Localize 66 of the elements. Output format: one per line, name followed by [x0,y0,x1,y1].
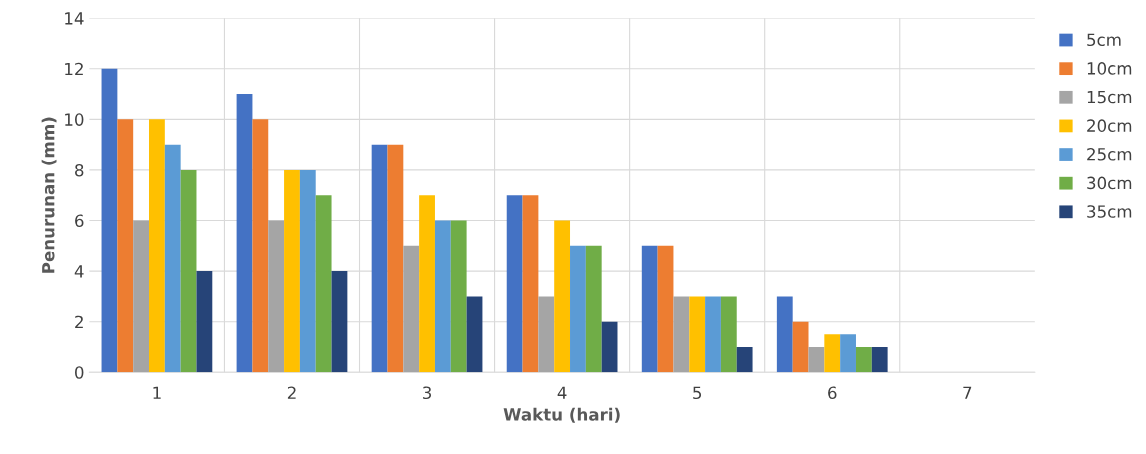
bar [855,346,872,373]
legend-label: 35cm [1087,205,1132,218]
bar [641,245,658,373]
bar [434,220,451,373]
x-axis-title: Waktu (hari) [503,407,620,423]
bar [180,169,197,373]
bar [149,119,165,373]
bar [268,220,285,373]
bar [164,144,181,373]
legend-label: 30cm [1087,176,1132,190]
y-tick-label: 0 [75,366,84,379]
x-tick-label: 4 [557,386,567,399]
bar [736,346,753,373]
x-tick-label: 7 [963,386,972,399]
bar [419,195,435,373]
legend-label: 25cm [1087,147,1132,161]
bar [466,296,483,373]
bar [133,220,150,373]
bar [720,296,737,373]
y-tick-label: 4 [74,265,84,278]
bar [705,296,721,373]
bar [689,296,706,373]
y-tick-label: 10 [65,113,84,126]
y-tick-label: 12 [65,62,83,76]
bar [331,271,348,373]
bar [554,220,571,373]
bar [840,334,856,373]
y-tick-label: 14 [65,12,84,25]
bar [673,296,690,373]
bar [808,346,825,373]
y-tick-label: 6 [75,214,84,228]
x-tick-label: 1 [153,386,161,399]
y-axis-title: Penurunan (mm) [41,117,57,273]
bar [117,119,134,373]
bar [315,195,332,373]
legend-label: 20cm [1087,119,1132,132]
x-tick-label: 6 [828,386,837,400]
bar [101,68,118,373]
bar [371,144,388,373]
bar [252,119,269,373]
legend-label: 15cm [1087,90,1132,104]
bar [522,195,539,373]
bar [196,271,213,373]
bar [601,321,618,373]
bar [538,296,555,373]
bar [450,220,467,373]
x-tick-label: 3 [423,386,432,400]
bar [387,144,404,373]
x-tick-label: 2 [287,386,296,399]
y-tick-label: 8 [75,163,84,177]
bar [299,169,316,373]
bar [284,169,300,373]
bar [403,245,420,373]
bar [570,245,586,373]
bar [824,334,841,373]
bar [585,245,602,373]
bar [506,195,523,373]
bar [871,346,888,373]
legend-label: 10cm [1087,62,1132,75]
bar [657,245,674,373]
x-tick-label: 5 [693,386,702,400]
legend-label: 5cm [1087,33,1121,47]
y-tick-label: 2 [75,315,83,329]
bar [792,321,809,373]
bar [236,94,253,373]
bar [776,296,793,373]
